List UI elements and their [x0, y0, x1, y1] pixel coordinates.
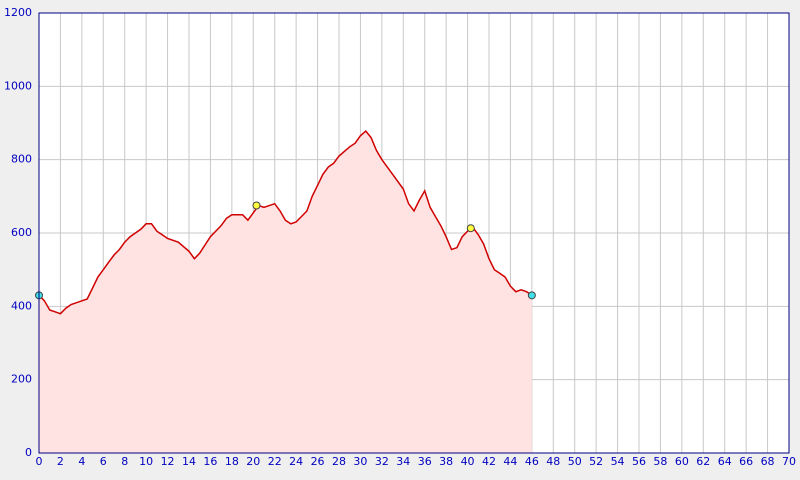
x-tick-label: 16	[203, 455, 217, 468]
x-tick-label: 44	[503, 455, 517, 468]
x-tick-label: 38	[439, 455, 453, 468]
marker	[252, 201, 261, 210]
x-tick-label: 62	[696, 455, 710, 468]
marker	[466, 224, 475, 233]
line	[38, 130, 533, 315]
x-tick-label: 48	[546, 455, 560, 468]
x-tick-label: 52	[589, 455, 603, 468]
y-tick-label: 1000	[4, 79, 32, 92]
x-tick-label: 0	[36, 455, 43, 468]
x-tick-label: 58	[653, 455, 667, 468]
x-tick-label: 20	[246, 455, 260, 468]
x-tick-label: 42	[482, 455, 496, 468]
x-tick-label: 8	[121, 455, 128, 468]
x-tick-label: 70	[782, 455, 796, 468]
x-tick-label: 6	[100, 455, 107, 468]
x-tick-label: 34	[396, 455, 410, 468]
plot-frame	[38, 12, 790, 454]
x-tick-label: 68	[761, 455, 775, 468]
x-tick-label: 36	[418, 455, 432, 468]
x-tick-label: 30	[353, 455, 367, 468]
x-tick-label: 12	[161, 455, 175, 468]
x-tick-label: 66	[739, 455, 753, 468]
x-tick-label: 24	[289, 455, 303, 468]
y-tick-label: 0	[25, 446, 32, 459]
x-tick-label: 50	[568, 455, 582, 468]
x-tick-label: 46	[525, 455, 539, 468]
x-tick-label: 40	[461, 455, 475, 468]
x-tick-label: 4	[78, 455, 85, 468]
x-tick-label: 54	[611, 455, 625, 468]
x-tick-label: 26	[311, 455, 325, 468]
y-tick-label: 1200	[4, 6, 32, 19]
x-tick-label: 56	[632, 455, 646, 468]
x-tick-label: 10	[139, 455, 153, 468]
x-tick-label: 28	[332, 455, 346, 468]
x-tick-label: 22	[268, 455, 282, 468]
marker	[527, 291, 536, 300]
x-tick-label: 18	[225, 455, 239, 468]
x-tick-label: 2	[57, 455, 64, 468]
y-tick-label: 200	[11, 373, 32, 386]
x-tick-label: 64	[718, 455, 732, 468]
y-tick-label: 600	[11, 226, 32, 239]
x-tick-label: 32	[375, 455, 389, 468]
y-tick-label: 800	[11, 153, 32, 166]
y-tick-label: 400	[11, 299, 32, 312]
x-tick-label: 60	[675, 455, 689, 468]
x-tick-label: 14	[182, 455, 196, 468]
area	[39, 131, 532, 453]
